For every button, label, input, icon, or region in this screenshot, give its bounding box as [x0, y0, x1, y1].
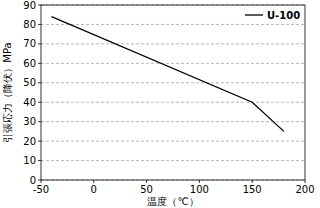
plot-frame — [41, 5, 305, 180]
grid-line — [41, 43, 305, 44]
x-tick — [199, 180, 200, 183]
y-tick — [38, 43, 41, 44]
y-tick — [38, 121, 41, 122]
y-tick-label: 40 — [23, 97, 36, 108]
y-tick — [38, 160, 41, 161]
y-tick-label: 90 — [23, 0, 36, 11]
x-tick — [252, 180, 253, 183]
x-tick — [305, 180, 306, 183]
series-group — [52, 17, 284, 132]
y-tick-label: 50 — [23, 77, 36, 88]
y-tick-label: 30 — [23, 116, 36, 127]
chart: 0102030405060708090-50050100150200U-100温… — [0, 0, 320, 208]
y-tick — [38, 63, 41, 64]
x-tick-label: 50 — [140, 184, 153, 195]
x-tick-label: 100 — [190, 184, 209, 195]
y-tick — [38, 24, 41, 25]
series-line — [52, 17, 284, 132]
y-tick — [38, 141, 41, 142]
grid-line — [41, 121, 305, 122]
grid-line — [41, 141, 305, 142]
x-tick-label: 150 — [243, 184, 262, 195]
x-tick-label: 0 — [91, 184, 97, 195]
x-tick — [146, 180, 147, 183]
y-tick — [38, 82, 41, 83]
grid-line — [41, 102, 305, 103]
grid-line — [41, 24, 305, 25]
legend-line — [245, 14, 263, 15]
x-tick — [93, 180, 94, 183]
y-tick-label: 20 — [23, 136, 36, 147]
y-tick-label: 60 — [23, 58, 36, 69]
y-tick — [38, 102, 41, 103]
x-tick — [41, 180, 42, 183]
y-tick-label: 10 — [23, 155, 36, 166]
y-tick-label: 80 — [23, 19, 36, 30]
legend-label: U-100 — [267, 10, 300, 21]
x-axis-label: 温度（℃） — [147, 196, 198, 207]
y-axis-label: 引張応力（降伏）MPa — [2, 42, 13, 142]
grid-line — [41, 63, 305, 64]
y-tick — [38, 5, 41, 6]
x-tick-label: -50 — [33, 184, 49, 195]
grid-line — [41, 82, 305, 83]
y-tick-label: 70 — [23, 38, 36, 49]
y-tick — [38, 180, 41, 181]
x-tick-label: 200 — [295, 184, 314, 195]
grid-line — [41, 160, 305, 161]
